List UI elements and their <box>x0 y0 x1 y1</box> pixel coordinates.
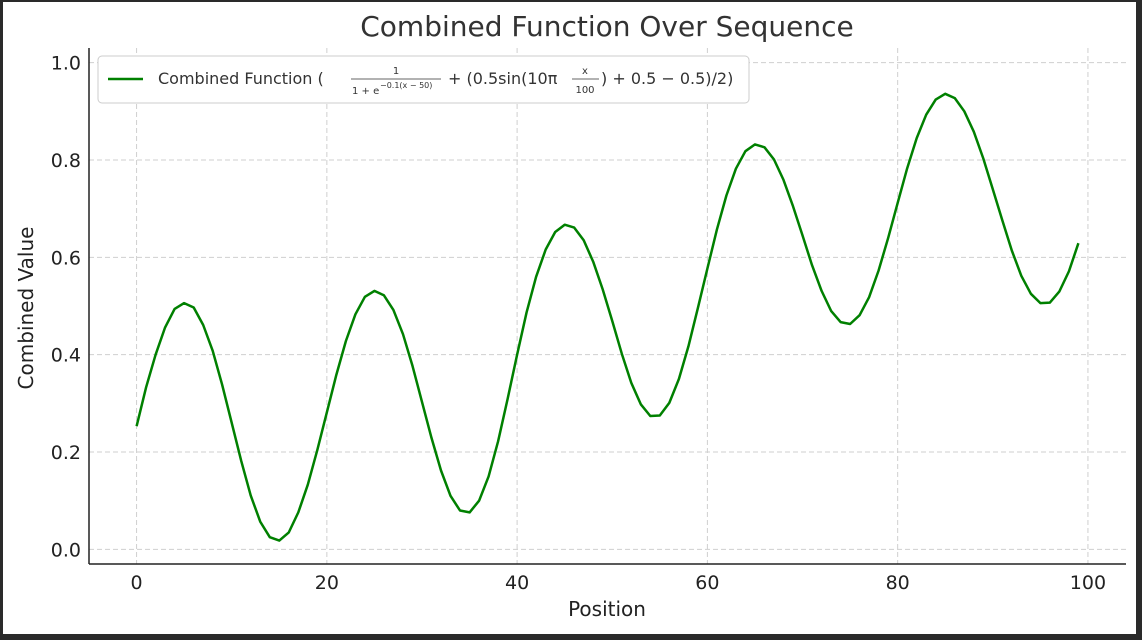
x-tick-label: 0 <box>131 572 143 594</box>
legend-suffix: ) + 0.5 − 0.5)/2) <box>601 69 733 88</box>
x-tick-label: 20 <box>315 572 339 594</box>
series-line <box>135 92 1080 542</box>
line-chart: 0 20 40 60 80 100 0.0 0.2 0.4 0.6 0.8 1.0 Combined … <box>14 10 1126 621</box>
legend-frac2-denominator: 100 <box>575 85 594 96</box>
legend-frac1-numerator: 1 <box>393 66 399 77</box>
tick-labels: 0 20 40 60 80 100 0.0 0.2 0.4 0.6 0.8 1.0 <box>51 53 1106 594</box>
x-axis-title: Position <box>568 597 646 621</box>
x-tick-label: 80 <box>886 572 910 594</box>
axes <box>88 48 1126 565</box>
x-tick-label: 100 <box>1070 572 1106 594</box>
chart-frame: 0 20 40 60 80 100 0.0 0.2 0.4 0.6 0.8 1.0 Combined … <box>3 2 1136 634</box>
y-tick-label: 1.0 <box>51 53 81 75</box>
y-tick-label: 0.6 <box>51 247 81 269</box>
legend: Combined Function ( 1 1 + e −0.1(x − 50)… <box>97 55 750 104</box>
legend-frac1-exponent: −0.1(x − 50) <box>380 81 432 90</box>
legend-box <box>97 55 750 104</box>
x-tick-label: 40 <box>505 572 529 594</box>
series-layer <box>135 92 1080 542</box>
chart-title: Combined Function Over Sequence <box>360 10 854 43</box>
y-tick-label: 0.4 <box>51 345 81 367</box>
y-tick-label: 0.2 <box>51 442 81 464</box>
y-axis-title: Combined Value <box>14 227 38 390</box>
y-tick-label: 0.8 <box>51 150 81 172</box>
y-tick-label: 0.0 <box>51 539 81 561</box>
legend-prefix: Combined Function ( <box>158 69 324 88</box>
legend-frac1-denominator: 1 + e <box>352 86 379 97</box>
x-tick-label: 60 <box>695 572 719 594</box>
legend-middle: + (0.5sin(10π <box>448 69 558 88</box>
legend-frac2-numerator: x <box>582 66 588 77</box>
